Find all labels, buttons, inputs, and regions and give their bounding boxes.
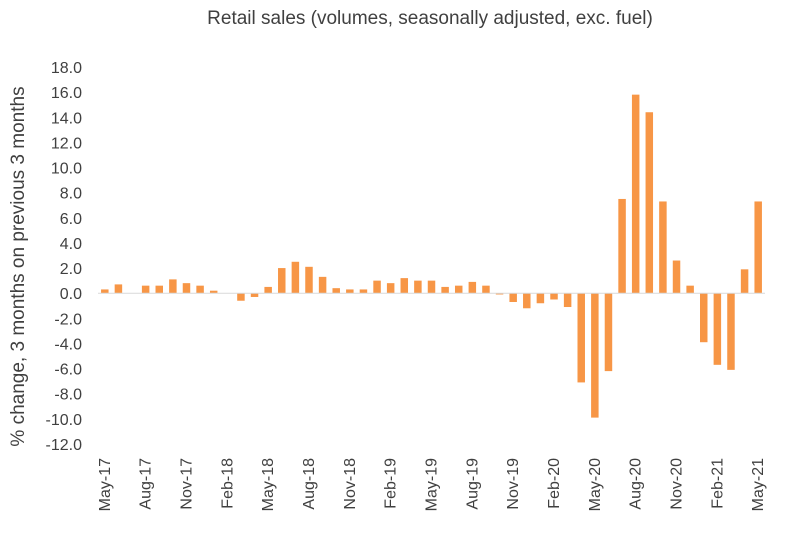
bar-Jun-20: [604, 293, 613, 372]
bar-Aug-18: [305, 266, 313, 294]
x-tick-label: May-18: [260, 458, 277, 511]
bar-Nov-17: [182, 283, 191, 294]
bar-Dec-18: [359, 289, 368, 294]
x-tick-label: Aug-18: [301, 458, 318, 510]
bar-Sep-19: [482, 285, 490, 294]
y-tick-label: 16.0: [51, 85, 82, 102]
bar-Aug-17: [141, 285, 150, 294]
bar-Nov-20: [672, 260, 681, 294]
y-tick-label: 4.0: [60, 236, 82, 253]
bar-Aug-20: [631, 94, 640, 294]
bar-May-18: [264, 286, 272, 294]
bar-May-19: [427, 280, 436, 294]
bar-Feb-20: [550, 293, 558, 300]
x-tick-label: Nov-17: [178, 458, 195, 510]
bar-Feb-21: [713, 293, 722, 365]
bar-May-20: [591, 293, 599, 418]
bar-Oct-20: [659, 201, 667, 294]
x-tick-label: Aug-20: [628, 458, 645, 510]
x-tick-label: Feb-19: [383, 458, 400, 509]
bar-Nov-18: [346, 289, 354, 294]
y-tick-label: 14.0: [51, 110, 82, 127]
y-tick-label: 6.0: [60, 211, 82, 228]
y-tick-label: -8.0: [54, 387, 82, 404]
bar-Mar-19: [400, 278, 409, 294]
bar-Apr-20: [577, 293, 585, 383]
bar-Mar-20: [563, 293, 572, 308]
bar-Dec-19: [523, 293, 531, 309]
bar-Jun-17: [114, 284, 123, 294]
bar-Oct-17: [169, 279, 177, 294]
y-axis-ticks: 18.0 16.0 14.0 12.0 10.0 8.0 6.0 4.0 2.0 0.0 -2.0 -…: [46, 60, 83, 454]
bar-Oct-18: [332, 288, 340, 294]
x-tick-label: May-20: [587, 458, 604, 511]
x-tick-label: May-19: [424, 458, 441, 511]
y-tick-label: -4.0: [54, 336, 82, 353]
y-tick-label: -10.0: [46, 412, 83, 429]
bar-Jun-19: [441, 286, 449, 294]
bars-group: [101, 94, 762, 418]
bar-Mar-18: [237, 293, 245, 301]
x-tick-label: Nov-20: [669, 458, 686, 510]
bar-Jun-18: [278, 268, 286, 294]
x-tick-label: May-21: [750, 458, 767, 511]
bar-Mar-21: [727, 293, 735, 370]
bar-Aug-19: [468, 281, 477, 294]
y-tick-label: 0.0: [60, 286, 82, 303]
bar-Jan-21: [700, 293, 708, 343]
bar-Jan-18: [209, 290, 218, 294]
x-tick-label: Feb-21: [709, 458, 726, 509]
y-tick-label: 8.0: [60, 186, 82, 203]
bar-Jan-20: [536, 293, 545, 304]
bar-Apr-18: [250, 293, 259, 297]
x-tick-label: Feb-20: [546, 458, 563, 509]
bar-Sep-17: [155, 285, 163, 294]
x-tick-label: Aug-17: [138, 458, 155, 510]
bar-Jul-20: [618, 198, 626, 294]
x-tick-label: Nov-18: [342, 458, 359, 510]
x-tick-label: Aug-19: [464, 458, 481, 510]
bar-Apr-19: [414, 280, 422, 294]
bar-May-17: [101, 289, 109, 294]
bar-Apr-21: [740, 269, 749, 294]
y-tick-label: 18.0: [51, 60, 82, 77]
bar-Jul-19: [454, 285, 463, 294]
bar-Sep-20: [645, 112, 654, 294]
bar-Jul-18: [291, 261, 300, 294]
y-tick-label: 10.0: [51, 161, 82, 178]
bar-Dec-20: [686, 285, 694, 294]
bar-Oct-19: [495, 293, 504, 295]
y-tick-label: -6.0: [54, 362, 82, 379]
x-tick-label: Nov-19: [505, 458, 522, 510]
y-axis-title: % change, 3 months on previous 3 months: [8, 86, 29, 446]
bar-Jan-19: [373, 280, 381, 294]
bar-Feb-19: [386, 283, 395, 294]
y-tick-label: 12.0: [51, 135, 82, 152]
bar-Sep-18: [318, 276, 327, 294]
y-tick-label: -12.0: [46, 437, 83, 454]
x-tick-label: May-17: [97, 458, 114, 511]
chart-title: Retail sales (volumes, seasonally adjust…: [207, 8, 653, 29]
x-axis-ticks: May-17 Aug-17 Nov-17 Feb-18 May-18 Aug-18 Nov-…: [97, 458, 767, 511]
x-tick-label: Feb-18: [219, 458, 236, 509]
bar-May-21: [754, 201, 762, 294]
y-tick-label: -2.0: [54, 311, 82, 328]
bar-Dec-17: [196, 285, 204, 294]
y-tick-label: 2.0: [60, 261, 82, 278]
bar-Nov-19: [509, 293, 517, 302]
